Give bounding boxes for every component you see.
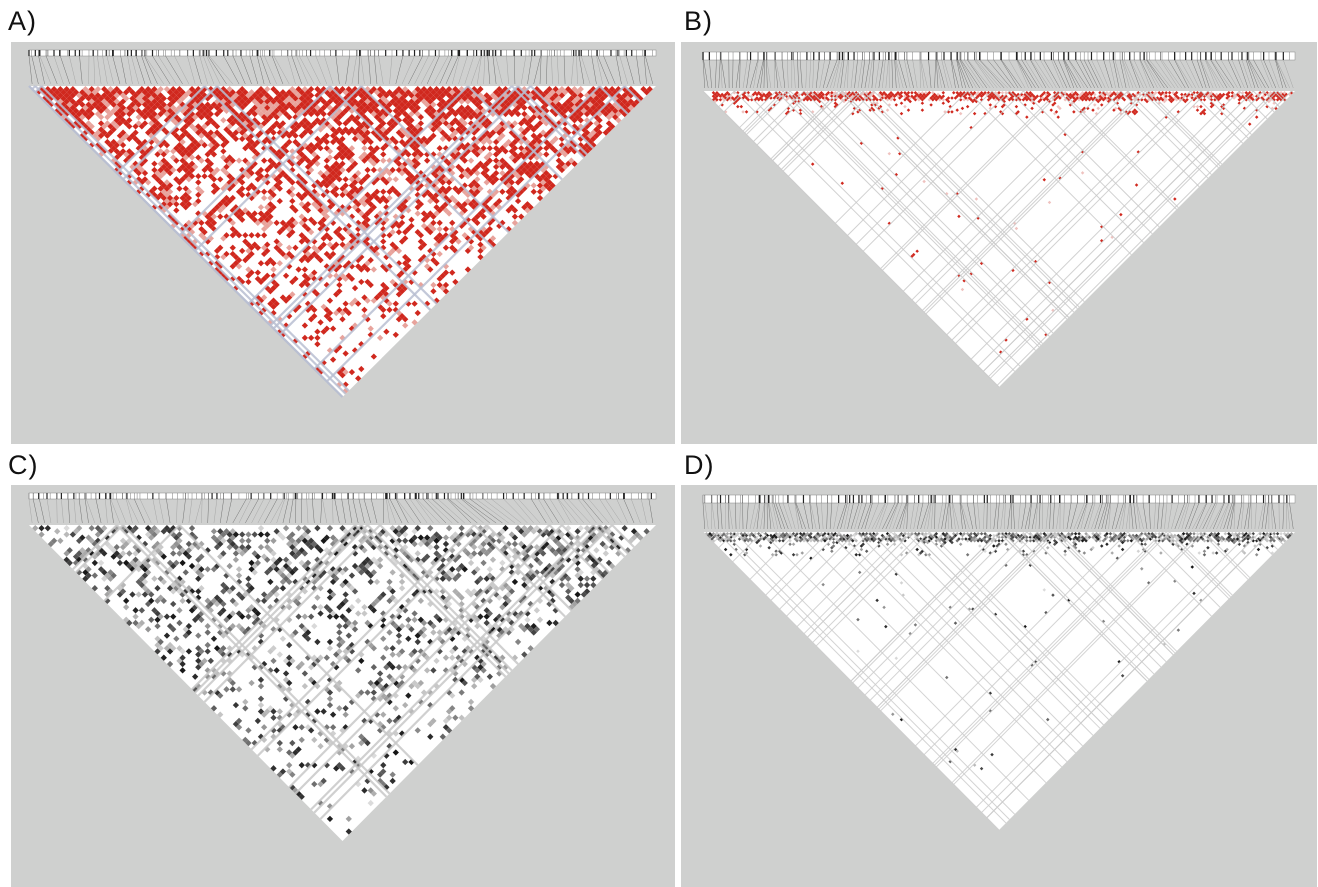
marker-ticks (28, 493, 652, 499)
panel-a-label: A) (8, 6, 37, 36)
marker-ticks (702, 52, 1290, 60)
ld-heatmap-d (702, 494, 1296, 831)
ld-grid-lines (702, 531, 1284, 831)
ld-grid-lines (72, 524, 635, 820)
marker-fan-lines (28, 55, 654, 85)
ld-heatmap-c (28, 492, 657, 841)
marker-ticks (28, 50, 653, 56)
panel-c-ld-plot (11, 485, 675, 887)
panel-b-ld-plot (681, 42, 1317, 444)
ld-heatmap-b (702, 51, 1296, 388)
marker-fan-lines (702, 59, 1294, 89)
ld-triangle-background (703, 91, 1295, 387)
panel-c-label: C) (8, 450, 39, 480)
marker-fan-lines (702, 502, 1294, 530)
marker-ticks (702, 495, 1290, 503)
panel-a-ld-plot (11, 42, 675, 444)
marker-fan-lines (28, 498, 654, 524)
ld-cells (704, 532, 1294, 771)
panel-b-label: B) (684, 6, 713, 36)
ld-triangle-background (703, 532, 1295, 830)
ld-cells (32, 525, 650, 835)
ld-heatmap-a (28, 49, 657, 398)
panel-d-ld-plot (681, 485, 1317, 887)
ld-grid-lines (702, 90, 1294, 388)
panel-d-label: D) (684, 450, 715, 480)
marker-bar (28, 492, 657, 500)
ld-grid-lines (28, 85, 642, 398)
